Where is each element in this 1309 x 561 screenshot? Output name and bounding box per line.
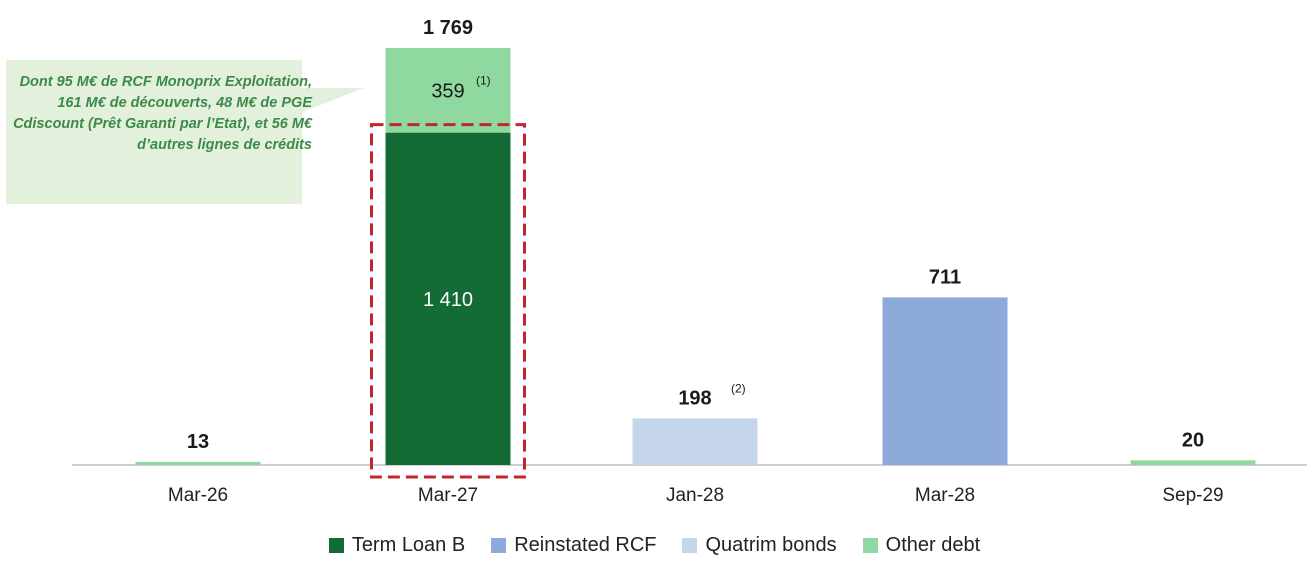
x-tick-label-sep-29: Sep-29 bbox=[1162, 485, 1223, 506]
total-label-mar-27: 1 769 bbox=[423, 17, 473, 39]
x-tick-label-mar-28: Mar-28 bbox=[915, 485, 975, 506]
total-label-mar-28: 711 bbox=[929, 266, 961, 288]
legend-swatch bbox=[491, 538, 507, 553]
highlight-dashed-box bbox=[370, 123, 526, 479]
x-tick-label-mar-27: Mar-27 bbox=[418, 485, 478, 506]
legend-label: Other debt bbox=[885, 534, 981, 556]
total-label-sep-29: 20 bbox=[1182, 429, 1204, 451]
legend: Term Loan B Reinstated RCF Quatrim bonds Ot… bbox=[0, 534, 1309, 557]
legend-label: Term Loan B bbox=[351, 534, 466, 556]
total-label-jan-28: 198 bbox=[678, 387, 711, 409]
x-tick-label-jan-28: Jan-28 bbox=[666, 485, 724, 506]
bar-jan-28-quatrim-bonds bbox=[632, 418, 758, 465]
bar-mar-27-term-loan-b bbox=[385, 132, 511, 465]
legend-swatch bbox=[682, 538, 698, 553]
segment-label-term-loan-b: 1 410 bbox=[423, 289, 473, 311]
callout-text: Dont 95 M€ de RCF Monoprix Exploitation,… bbox=[13, 74, 312, 153]
footnote-jan-28: (2) bbox=[731, 381, 746, 395]
legend-label: Reinstated RCF bbox=[514, 534, 657, 556]
x-tick-label-mar-26: Mar-26 bbox=[168, 485, 228, 506]
legend-item-quatrim-bonds: Quatrim bonds bbox=[682, 534, 837, 557]
legend-swatch bbox=[328, 538, 344, 553]
total-label-mar-26: 13 bbox=[187, 431, 209, 453]
legend-swatch bbox=[862, 538, 878, 553]
segment-footnote-other-debt: (1) bbox=[476, 73, 491, 87]
bar-sep-29-other-debt bbox=[1130, 460, 1256, 465]
legend-item-reinstated-rcf: Reinstated RCF bbox=[491, 534, 656, 557]
segment-label-other-debt: 359 bbox=[431, 80, 464, 102]
legend-item-term-loan-b: Term Loan B bbox=[328, 534, 466, 557]
bar-mar-27-other-debt bbox=[385, 48, 511, 133]
debt-maturity-chart: 13 Mar-26 1 769 Mar-27 198 (2) Jan-28 711 Mar-28… bbox=[72, 17, 1307, 506]
bar-mar-26-other-debt bbox=[135, 461, 261, 465]
callout-box bbox=[6, 60, 364, 204]
legend-item-other-debt: Other debt bbox=[862, 534, 981, 557]
bar-mar-28-reinstated-rcf bbox=[882, 297, 1008, 465]
legend-label: Quatrim bonds bbox=[705, 534, 837, 556]
